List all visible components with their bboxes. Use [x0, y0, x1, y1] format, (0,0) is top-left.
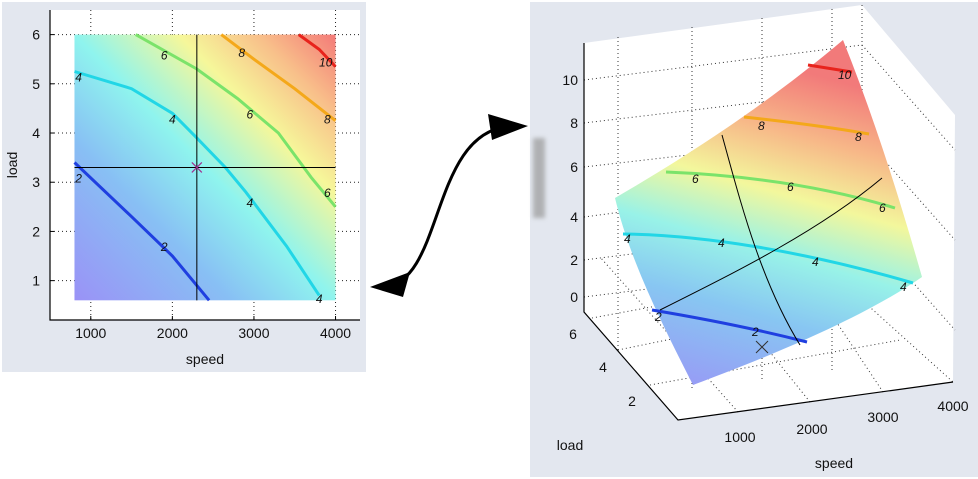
contour-label: 2 — [160, 240, 168, 254]
contour-label-3d: 4 — [718, 236, 725, 250]
blurred-z-axis-label — [533, 138, 545, 218]
z-tick-6: 6 — [570, 159, 578, 175]
contour-line-6 — [134, 33, 337, 208]
contour-label: 6 — [161, 48, 168, 62]
x-tick-label: 3000 — [238, 325, 269, 341]
contour-label-3d: 6 — [787, 180, 794, 194]
z-tick-8: 8 — [570, 115, 578, 131]
contour-label: 4 — [169, 112, 176, 126]
contour-label: 4 — [247, 196, 254, 210]
y-tick-label: 2 — [32, 223, 40, 239]
speed-tick-1000: 1000 — [724, 429, 755, 445]
speed-axis-label: speed — [815, 455, 853, 471]
z-tick-0: 0 — [570, 289, 578, 305]
contour-label: 6 — [324, 186, 331, 200]
load-tick-6: 6 — [569, 326, 577, 342]
contour-line-8 — [220, 33, 337, 122]
contour-line-4 — [74, 70, 321, 297]
contour-label-3d: 8 — [855, 130, 862, 144]
x-tick-label: 4000 — [320, 325, 351, 341]
contour-label: 4 — [75, 70, 82, 84]
contour-label-3d: 10 — [838, 68, 852, 82]
y-tick-label: 3 — [32, 174, 40, 190]
load-tick-2: 2 — [628, 393, 636, 409]
contour-line-2 — [73, 161, 211, 302]
load-axis-label: load — [557, 437, 583, 453]
y-tick-label: 4 — [32, 125, 40, 141]
speed-tick-2000: 2000 — [796, 421, 827, 437]
contour-label-3d: 4 — [812, 255, 819, 269]
z-tick-4: 4 — [570, 209, 578, 225]
contour-label-3d: 4 — [624, 232, 631, 246]
contour-label-3d: 4 — [900, 280, 907, 294]
surface-3d — [615, 40, 922, 385]
contour-label: 8 — [238, 46, 245, 60]
z-tick-10: 10 — [562, 72, 578, 88]
speed-tick-3000: 3000 — [867, 409, 898, 425]
x-axis-label: speed — [186, 351, 224, 367]
axis-lines — [49, 10, 360, 321]
contour-plot[interactable]: 2 2 4 4 4 4 6 6 6 8 8 10 1000 2000 3000 4000 1 2 3 4 5 6 spe… — [0, 0, 370, 375]
contour-label-3d: 6 — [692, 172, 699, 186]
y-tick-label: 5 — [32, 76, 40, 92]
contour-label: 2 — [74, 171, 82, 185]
contour-label-3d: 6 — [879, 201, 886, 215]
contour-label: 4 — [316, 292, 323, 306]
operating-point-marker — [191, 162, 203, 173]
load-tick-4: 4 — [599, 359, 607, 375]
contour-label-3d: 8 — [758, 119, 765, 133]
contour-label: 10 — [319, 56, 333, 70]
y-tick-label: 1 — [32, 273, 40, 289]
contour-label: 8 — [324, 112, 331, 126]
y-tick-label: 6 — [32, 27, 40, 43]
contour-label: 6 — [247, 107, 254, 121]
x-tick-label: 1000 — [75, 325, 106, 341]
z-tick-2: 2 — [570, 252, 578, 268]
contour-label-3d: 2 — [751, 325, 759, 339]
x-tick-label: 2000 — [157, 325, 188, 341]
contour-line-10 — [297, 33, 337, 68]
axis-lines-3d — [583, 43, 954, 421]
y-axis-label: load — [4, 152, 20, 178]
crosshair-3d — [659, 134, 883, 354]
contour-label-3d: 2 — [654, 310, 662, 324]
speed-tick-4000: 4000 — [937, 398, 968, 414]
